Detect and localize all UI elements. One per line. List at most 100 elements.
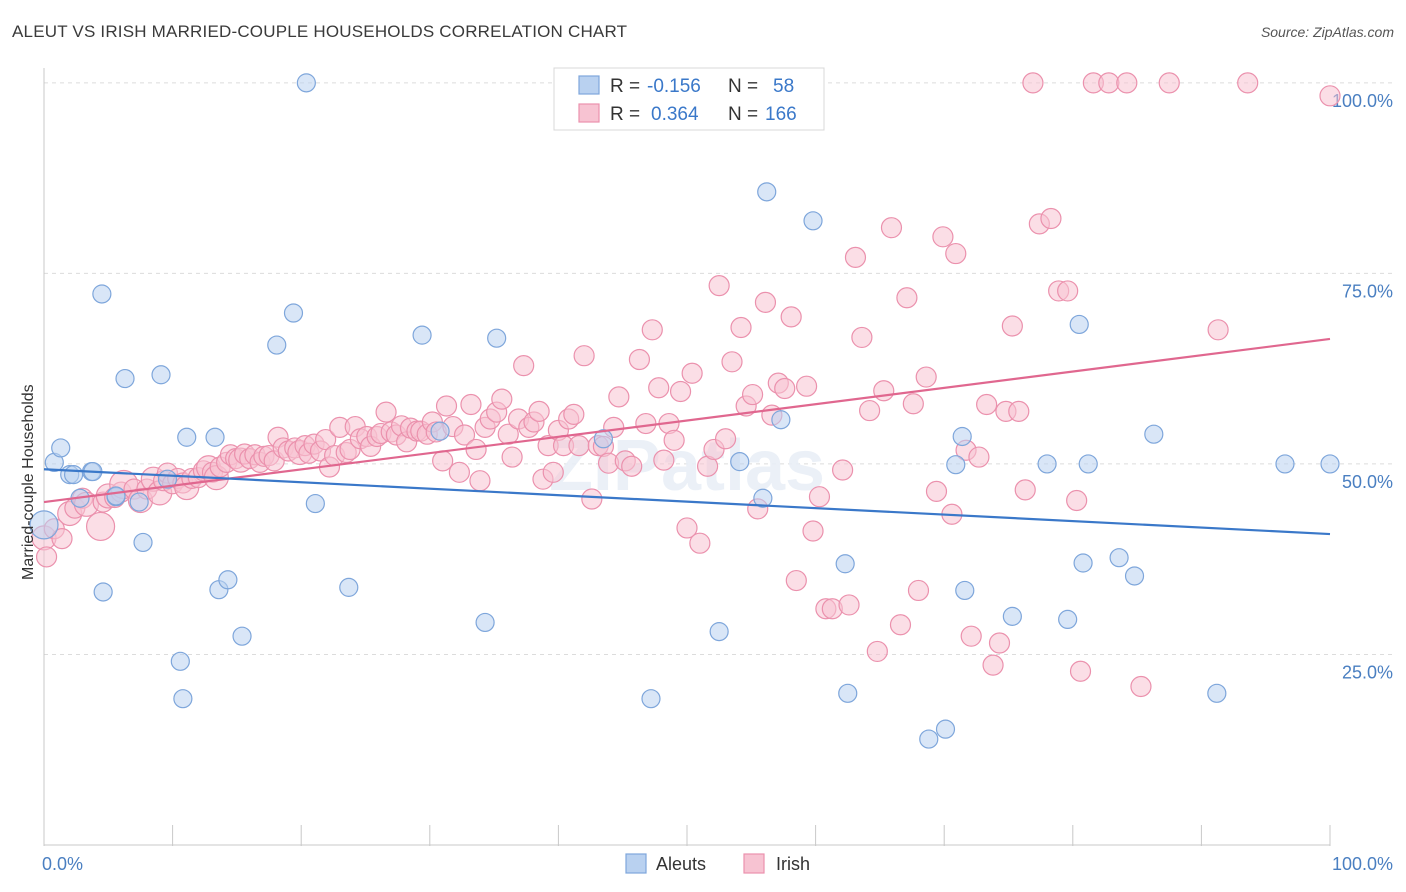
aleut-point [946, 455, 966, 475]
irish-point [721, 351, 743, 373]
legend-bottom-swatch-aleuts [625, 853, 647, 874]
aleut-point [1207, 683, 1227, 703]
irish-point [780, 306, 802, 328]
aleut-point [296, 73, 316, 93]
legend-n-label: N = [728, 104, 758, 125]
irish-point [663, 429, 685, 451]
irish-point [628, 348, 651, 371]
irish-point [375, 401, 397, 423]
legend-n-value: 166 [765, 104, 797, 125]
irish-point [85, 511, 116, 542]
legend-bottom: Aleuts Irish [625, 853, 810, 874]
y-tick-label: 100.0% [1332, 91, 1393, 111]
aleut-point [803, 211, 823, 231]
legend-bottom-label-aleuts: Aleuts [656, 854, 706, 874]
irish-point [1319, 85, 1341, 107]
aleut-points [29, 73, 1340, 749]
irish-point [641, 319, 663, 341]
irish-point [315, 428, 337, 451]
aleut-point [173, 689, 193, 709]
irish-point [35, 546, 58, 568]
irish-point [563, 403, 585, 425]
aleut-point [709, 622, 729, 642]
irish-point [982, 654, 1004, 676]
irish-point [648, 377, 670, 399]
aleut-point [757, 182, 777, 202]
irish-point [832, 459, 854, 481]
irish-point [542, 461, 564, 483]
legend-n-value: 58 [773, 76, 794, 97]
irish-point [621, 455, 643, 477]
aleut-point [430, 421, 450, 441]
legend-r-value: -0.156 [647, 76, 701, 97]
y-tick-label: 75.0% [1342, 281, 1393, 301]
irish-point [714, 428, 737, 450]
irish-point [915, 366, 937, 388]
irish-point [795, 375, 818, 397]
irish-point [435, 395, 458, 417]
irish-point [1014, 479, 1036, 501]
aleut-point [1069, 314, 1089, 335]
aleut-point [106, 486, 126, 506]
aleut-point [205, 427, 225, 447]
irish-point [568, 435, 590, 457]
axis-layer: 25.0% 50.0% 75.0% 100.0% 0.0% 100.0% [42, 68, 1393, 874]
irish-point [902, 393, 924, 415]
legend-r-label: R = [610, 76, 640, 97]
legend-n-label: N = [728, 76, 758, 97]
legend-swatch-irish [578, 103, 600, 123]
irish-point [802, 520, 824, 542]
aleut-point [63, 465, 84, 485]
legend-r-value: 0.364 [651, 104, 699, 125]
irish-trendline [43, 337, 1331, 504]
aleut-point [1275, 454, 1295, 474]
irish-point [859, 399, 881, 422]
irish-point [730, 316, 752, 339]
irish-points [31, 72, 1341, 698]
irish-point [581, 488, 603, 510]
irish-point [608, 386, 630, 408]
aleut-point [1078, 454, 1098, 474]
irish-point [907, 579, 930, 602]
aleut-point [151, 365, 171, 385]
irish-point [460, 393, 482, 416]
irish-point [932, 226, 954, 248]
y-tick-label: 25.0% [1342, 662, 1393, 682]
irish-point [880, 217, 903, 239]
irish-point [635, 412, 657, 435]
irish-point [669, 380, 692, 403]
aleut-point [1058, 609, 1078, 630]
irish-point [689, 532, 711, 554]
aleut-point [835, 554, 855, 574]
aleut-point [753, 488, 773, 508]
irish-point [1069, 660, 1092, 682]
aleut-point [730, 452, 750, 472]
irish-point [851, 326, 873, 349]
y-axis-title: Married-couple Households [20, 384, 37, 580]
aleut-point [955, 580, 975, 601]
irish-point [653, 449, 675, 471]
irish-point [976, 393, 998, 416]
legend-top: R = -0.156 N = 58 R = 0.364 N = 166 [553, 67, 825, 131]
aleut-point [129, 492, 149, 512]
irish-point [448, 461, 470, 483]
irish-point [681, 362, 703, 384]
aleut-point [1037, 454, 1057, 474]
aleut-point [487, 328, 507, 348]
irish-point [754, 291, 777, 313]
legend-bottom-swatch-irish [743, 853, 765, 874]
irish-point [469, 470, 491, 492]
irish-point [1116, 72, 1138, 94]
irish-point [988, 632, 1011, 654]
legend-bottom-label-irish: Irish [776, 854, 810, 874]
irish-point [491, 388, 513, 410]
irish-point [676, 517, 698, 539]
irish-point [1057, 280, 1079, 302]
irish-point [960, 625, 982, 647]
irish-point [1040, 207, 1062, 230]
aleut-point [232, 626, 252, 646]
irish-point [968, 446, 990, 468]
grid-layer [44, 82, 1395, 655]
aleut-point [1002, 606, 1022, 626]
